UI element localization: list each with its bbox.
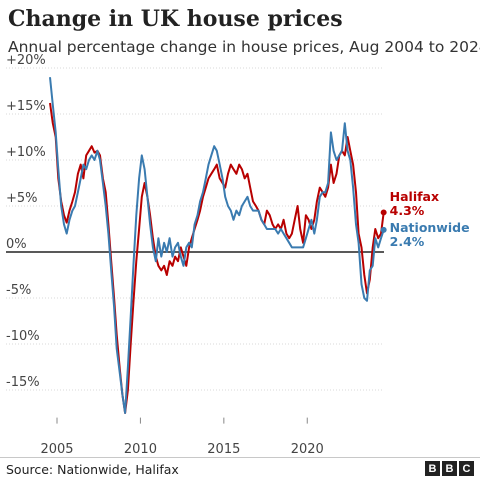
gridlines [6,67,384,391]
series-line-nationwide [49,77,385,414]
y-tick-label: +15% [6,99,46,114]
bbc-logo-letter: C [459,461,474,476]
x-tick-label: 2010 [124,442,157,457]
line-chart: +20% +15% +10% +5% 0% -5% -10% -15% 2005 2010 201… [6,53,470,457]
series-label: Halifax [390,189,439,204]
y-tick-label: -5% [6,283,31,298]
y-tick-label: -10% [6,329,40,344]
series-lines [49,77,387,414]
y-tick-label: +10% [6,145,46,160]
series-end-dot-nationwide [380,226,387,233]
series-end-value: 2.4% [390,234,425,249]
y-tick-label: -15% [6,375,40,390]
bbc-logo-letter: B [425,461,440,476]
series-line-halifax [49,102,385,414]
x-tick-label: 2015 [207,442,240,457]
source-note: Source: Nationwide, Halifax [6,462,179,477]
y-tick-label: +20% [6,53,46,68]
x-tick-label: 2020 [291,442,324,457]
x-axis-ticks: 2005 2010 2015 2020 [40,417,324,457]
chart-title: Change in UK house prices [8,6,343,32]
x-tick-label: 2005 [40,442,73,457]
series-end-dot-halifax [380,209,387,216]
series-end-value: 4.3% [390,203,425,218]
y-tick-label: 0% [6,237,27,252]
chart-subtitle: Annual percentage change in house prices… [8,38,480,56]
bbc-logo: B B C [425,461,474,476]
y-axis-ticks: +20% +15% +10% +5% 0% -5% -10% -15% [6,53,46,390]
y-tick-label: +5% [6,191,38,206]
footer-divider [0,457,480,458]
series-label: Nationwide [390,220,470,235]
bbc-logo-letter: B [442,461,457,476]
